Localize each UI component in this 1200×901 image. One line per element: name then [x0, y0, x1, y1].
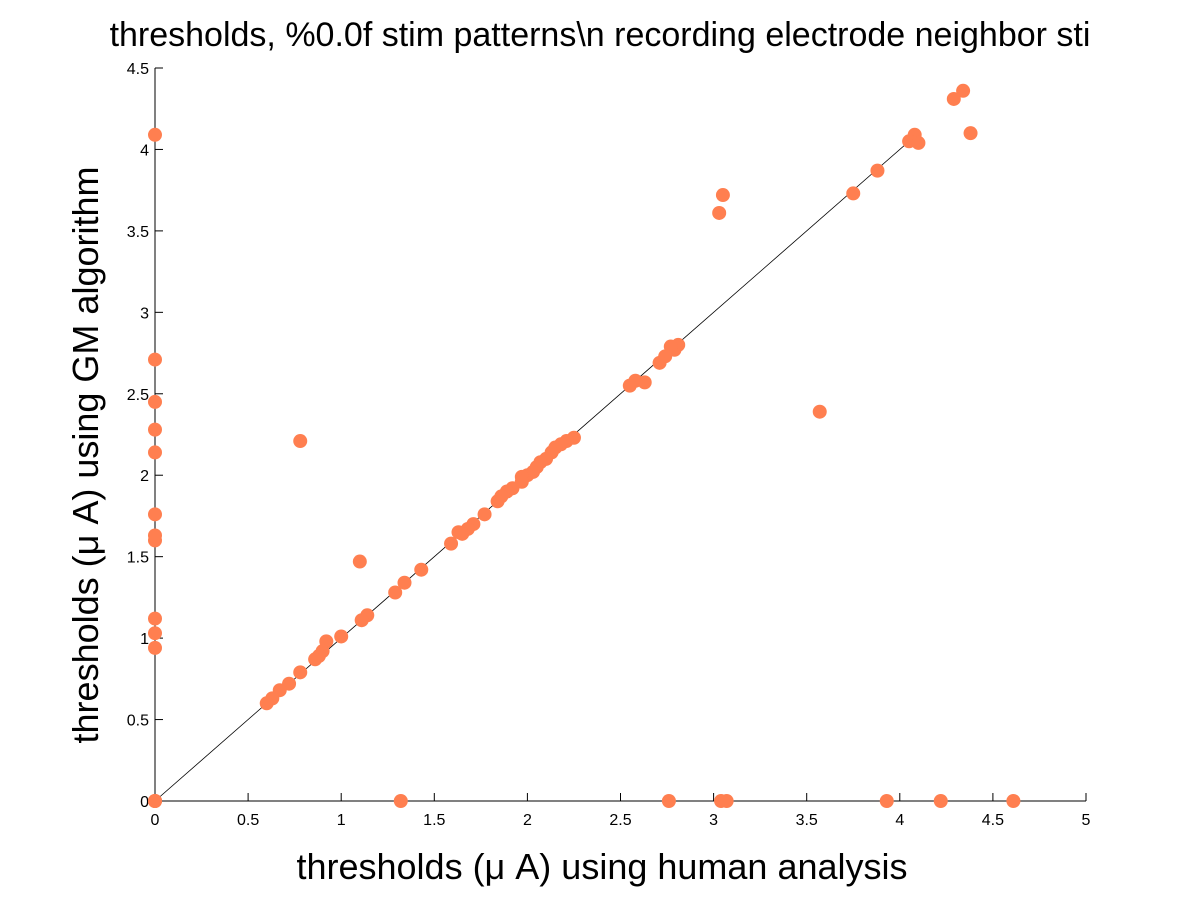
scatter-point — [414, 562, 429, 577]
x-tick-label: 0 — [151, 812, 160, 829]
scatter-point — [148, 611, 162, 626]
x-axis-label: thresholds (μ A) using human analysis — [296, 846, 907, 887]
x-tick-label: 3 — [709, 812, 718, 829]
y-tick-label: 0 — [140, 794, 149, 811]
scatter-point — [397, 575, 412, 590]
x-tick-label: 4.5 — [982, 812, 1004, 829]
scatter-point — [393, 794, 408, 808]
scatter-point — [148, 640, 162, 655]
chart-title: thresholds, %0.0f stim patterns\n record… — [110, 16, 1091, 54]
scatter-point — [148, 445, 162, 460]
scatter-point — [148, 422, 162, 437]
scatter-point — [148, 528, 162, 543]
scatter-point — [444, 536, 459, 551]
scatter-points — [148, 83, 1021, 808]
x-tick-label: 1 — [337, 812, 346, 829]
scatter-point — [870, 163, 885, 178]
x-tick-label: 3.5 — [796, 812, 818, 829]
y-tick-label: 2.5 — [127, 387, 149, 404]
scatter-point — [451, 525, 466, 540]
scatter-point — [148, 507, 162, 522]
x-tick-label: 0.5 — [237, 812, 259, 829]
y-tick-label: 0.5 — [127, 713, 149, 730]
scatter-point — [293, 434, 308, 449]
x-tick-label: 1.5 — [423, 812, 445, 829]
scatter-point — [712, 205, 727, 220]
y-tick-label: 1 — [140, 631, 149, 648]
y-tick-label: 4.5 — [127, 61, 149, 78]
scatter-point — [388, 585, 403, 600]
x-ticks: 0 0.5 1 1.5 2 2.5 3 3.5 4 4.5 5 — [151, 793, 1091, 829]
x-tick-label: 2 — [523, 812, 532, 829]
scatter-point — [812, 404, 827, 419]
scatter-point — [963, 126, 978, 141]
y-tick-label: 4 — [140, 142, 149, 159]
scatter-point — [259, 696, 274, 711]
scatter-point — [956, 83, 971, 98]
scatter-point — [148, 794, 162, 808]
scatter-point — [879, 794, 894, 808]
scatter-point — [490, 494, 505, 509]
scatter-point — [293, 665, 308, 680]
scatter-point — [148, 626, 162, 641]
scatter-point — [933, 794, 948, 808]
scatter-point — [846, 186, 861, 201]
scatter-point — [148, 394, 162, 409]
x-tick-label: 4 — [895, 812, 904, 829]
scatter-point — [148, 352, 162, 367]
x-tick-label: 2.5 — [609, 812, 631, 829]
y-tick-label: 3 — [140, 305, 149, 322]
scatter-point — [715, 188, 730, 203]
scatter-point — [719, 794, 734, 808]
scatter-point — [308, 652, 323, 667]
y-axis-label: thresholds (μ A) using GM algorithm — [65, 167, 106, 744]
scatter-point — [946, 91, 961, 106]
y-ticks: 0 0.5 1 1.5 2 2.5 3 3.5 4 4.5 — [127, 61, 163, 811]
y-tick-label: 1.5 — [127, 550, 149, 567]
scatter-point — [354, 613, 369, 628]
y-tick-label: 2 — [140, 468, 149, 485]
scatter-point — [622, 378, 637, 393]
scatter-point — [1006, 794, 1021, 808]
scatter-point — [334, 629, 349, 644]
scatter-point — [148, 127, 162, 142]
scatter-point — [661, 794, 676, 808]
scatter-point — [352, 554, 367, 569]
scatter-point — [911, 135, 926, 150]
x-tick-label: 5 — [1082, 812, 1091, 829]
y-tick-label: 3.5 — [127, 224, 149, 241]
scatter-point — [652, 355, 667, 370]
scatter-point — [477, 507, 492, 522]
